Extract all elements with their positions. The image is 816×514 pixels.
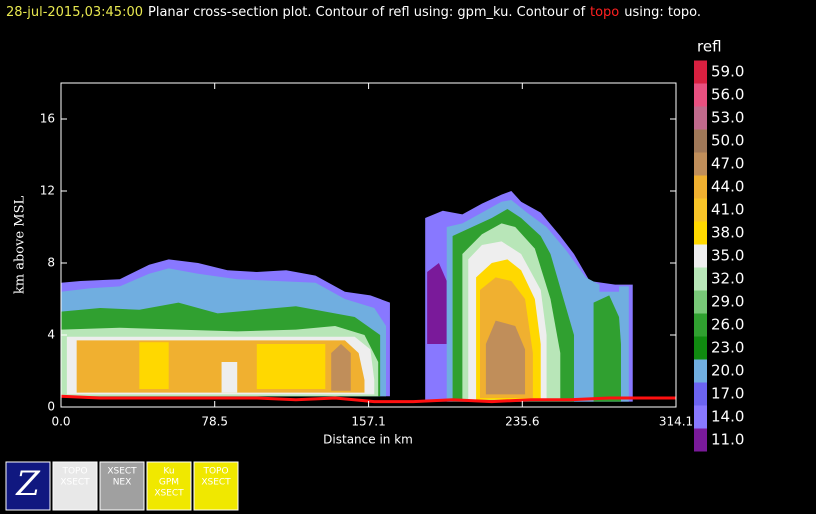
colorbar-swatch — [694, 129, 707, 153]
button-face — [193, 461, 239, 511]
contour-region — [427, 263, 447, 344]
colorbar-swatch — [694, 221, 707, 245]
title-part: topo — [590, 5, 619, 20]
colorbar-swatch — [694, 382, 707, 406]
contour-region — [593, 295, 621, 402]
colorbar-swatch — [694, 152, 707, 176]
button-label: Ku — [163, 467, 174, 477]
x-tick-label: 314.1 — [659, 415, 693, 429]
contour-region — [485, 320, 526, 395]
colorbar-label: 26.0 — [711, 316, 744, 334]
button-label: NEX — [113, 478, 132, 488]
colorbar-label: 35.0 — [711, 247, 744, 265]
colorbar-label: 56.0 — [711, 86, 744, 104]
button-label: TOPO — [61, 467, 87, 477]
colorbar-swatch — [694, 359, 707, 383]
chart-title: 28-jul-2015,03:45:00 Planar cross-section… — [6, 5, 701, 20]
y-tick-label: 0 — [47, 400, 55, 414]
title-part: 28-jul-2015,03:45:00 — [6, 5, 143, 20]
contour-region — [256, 344, 326, 389]
button-face — [146, 461, 192, 511]
button-label: XSECT — [60, 478, 90, 488]
colorbar-swatch — [694, 198, 707, 222]
contour-region — [139, 342, 169, 389]
colorbar-label: 14.0 — [711, 408, 744, 426]
colorbar-swatch — [694, 244, 707, 268]
button-label: XSECT — [154, 489, 184, 499]
colorbar-swatch — [694, 267, 707, 291]
colorbar-label: 59.0 — [711, 63, 744, 81]
button-face — [99, 461, 145, 511]
colorbar-label: 41.0 — [711, 201, 744, 219]
colorbar-label: 44.0 — [711, 178, 744, 196]
y-tick-label: 12 — [40, 184, 55, 198]
colorbar-label: 11.0 — [711, 431, 744, 449]
x-tick-label: 235.6 — [505, 415, 539, 429]
button-label: Z — [15, 464, 41, 504]
x-tick-label: 0.0 — [51, 415, 70, 429]
colorbar-swatch — [694, 175, 707, 199]
colorbar-label: 29.0 — [711, 293, 744, 311]
colorbar-swatch — [694, 428, 707, 452]
y-tick-label: 16 — [40, 112, 55, 126]
y-tick-label: 8 — [47, 256, 55, 270]
button-label: TOPO — [202, 467, 228, 477]
button-label: GPM — [159, 478, 179, 488]
contour-region — [221, 362, 238, 393]
y-axis-label: km above MSL — [13, 196, 28, 295]
x-tick-label: 157.1 — [351, 415, 385, 429]
contour-region — [331, 344, 351, 391]
colorbar-label: 53.0 — [711, 109, 744, 127]
colorbar-label: 47.0 — [711, 155, 744, 173]
colorbar-swatch — [694, 60, 707, 84]
colorbar-swatch — [694, 313, 707, 337]
button-face — [52, 461, 98, 511]
colorbar-title: refl — [697, 38, 722, 56]
colorbar-label: 20.0 — [711, 362, 744, 380]
colorbar-label: 32.0 — [711, 270, 744, 288]
title-part: using: topo. — [624, 5, 701, 20]
y-tick-label: 4 — [47, 328, 55, 342]
button-label: XSECT — [107, 467, 137, 477]
x-tick-label: 78.5 — [201, 415, 228, 429]
topo-line — [60, 394, 676, 404]
toolbar-button[interactable]: Z — [5, 461, 51, 511]
colorbar-label: 38.0 — [711, 224, 744, 242]
colorbar-swatch — [694, 290, 707, 314]
colorbar-label: 50.0 — [711, 132, 744, 150]
button-label: XSECT — [201, 478, 231, 488]
colorbar-swatch — [694, 336, 707, 360]
colorbar-swatch — [694, 106, 707, 130]
colorbar-label: 23.0 — [711, 339, 744, 357]
x-axis-label: Distance in km — [323, 433, 413, 447]
colorbar-swatch — [694, 405, 707, 429]
colorbar-label: 17.0 — [711, 385, 744, 403]
colorbar-swatch — [694, 83, 707, 107]
title-part: Planar cross-section plot. Contour of re… — [148, 5, 586, 20]
button-face — [5, 461, 51, 511]
